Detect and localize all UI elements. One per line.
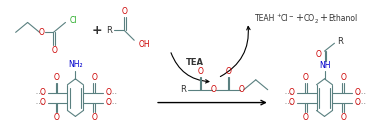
Text: O: O <box>54 73 60 82</box>
Text: Cl: Cl <box>70 16 77 25</box>
Text: O: O <box>54 113 60 122</box>
Text: +: + <box>92 24 103 37</box>
Text: O: O <box>316 50 321 59</box>
Text: OH: OH <box>138 40 150 49</box>
Text: O: O <box>355 88 360 97</box>
Text: O: O <box>51 46 57 55</box>
Text: +: + <box>319 13 327 23</box>
Text: O: O <box>226 67 232 76</box>
Text: +: + <box>277 13 282 18</box>
Text: O: O <box>91 73 97 82</box>
Text: R: R <box>107 26 112 35</box>
Text: R: R <box>338 37 343 46</box>
Text: O: O <box>340 113 346 122</box>
Text: TEAH: TEAH <box>255 14 275 23</box>
Text: NH: NH <box>319 61 330 70</box>
Text: O: O <box>355 98 360 107</box>
Text: 2: 2 <box>314 19 318 24</box>
Text: Cl: Cl <box>280 14 288 23</box>
Text: CO: CO <box>304 14 315 23</box>
Text: TEA: TEA <box>186 58 204 67</box>
FancyArrowPatch shape <box>171 53 209 83</box>
Text: O: O <box>105 98 111 107</box>
Text: O: O <box>303 113 309 122</box>
FancyArrowPatch shape <box>220 26 250 77</box>
Text: O: O <box>39 28 45 37</box>
Text: O: O <box>122 7 128 16</box>
Text: O: O <box>211 85 217 94</box>
Text: O: O <box>303 73 309 82</box>
Text: O: O <box>198 67 204 76</box>
Text: O: O <box>40 88 45 97</box>
Text: Ethanol: Ethanol <box>328 14 358 23</box>
Text: R: R <box>180 85 186 94</box>
Text: O: O <box>289 88 294 97</box>
Text: NH₂: NH₂ <box>68 60 83 69</box>
Text: O: O <box>105 88 111 97</box>
Text: O: O <box>91 113 97 122</box>
Text: O: O <box>40 98 45 107</box>
Text: +: + <box>294 13 303 23</box>
Text: O: O <box>289 98 294 107</box>
Text: O: O <box>340 73 346 82</box>
Text: −: − <box>289 13 293 18</box>
Text: O: O <box>239 85 245 94</box>
